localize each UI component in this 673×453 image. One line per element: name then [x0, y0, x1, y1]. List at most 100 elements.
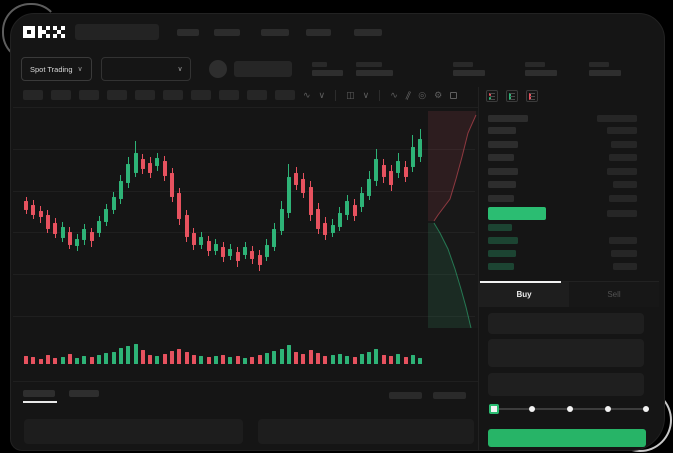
slider-handle[interactable]: [489, 404, 499, 414]
slider-stop[interactable]: [529, 406, 535, 412]
line: [530, 99, 535, 100]
bottom-panel-left[interactable]: [24, 419, 243, 444]
volume-bar: [352, 357, 357, 364]
bottom-panel-right[interactable]: [258, 419, 474, 444]
gridline: [13, 191, 475, 192]
candle: [257, 255, 262, 265]
volume-bar: [45, 355, 50, 364]
last-price-badge[interactable]: [488, 207, 546, 220]
orderbook-row: [479, 210, 659, 218]
settings-gear-icon[interactable]: ⚙: [434, 89, 443, 100]
book-bids-icon[interactable]: [506, 90, 518, 102]
nav-item[interactable]: [306, 28, 331, 36]
orderbook-row[interactable]: [479, 250, 659, 258]
candle: [82, 229, 87, 240]
toolbar-button[interactable]: [191, 90, 211, 100]
draw-lines-icon[interactable]: ∥: [404, 89, 413, 101]
orderbook-row[interactable]: [479, 263, 659, 271]
nav-item[interactable]: [261, 28, 289, 36]
toolbar-button[interactable]: [79, 90, 99, 100]
candle: [126, 164, 131, 183]
toolbar-button[interactable]: [51, 90, 71, 100]
candle: [206, 241, 211, 251]
slider-stop[interactable]: [643, 406, 649, 412]
tab-sell[interactable]: Sell: [569, 282, 659, 307]
toolbar-button[interactable]: [23, 90, 43, 100]
orderbook-row[interactable]: [479, 224, 659, 232]
market-type-selector[interactable]: Spot Trading ∨: [21, 57, 92, 81]
pair-selector-dropdown[interactable]: ∨: [100, 57, 191, 81]
nav-item[interactable]: [177, 28, 199, 36]
candle: [133, 153, 138, 173]
volume-bar: [359, 354, 364, 364]
candle: [272, 229, 277, 247]
slider-stop[interactable]: [605, 406, 611, 412]
divider: [478, 87, 479, 450]
price-placeholder: [488, 237, 518, 244]
fullscreen-icon[interactable]: [450, 91, 458, 99]
orderbook-row[interactable]: [479, 154, 659, 162]
amount-placeholder: [613, 263, 637, 270]
amount-slider[interactable]: [489, 403, 649, 415]
orderbook-row[interactable]: [479, 141, 659, 149]
trade-input-field[interactable]: [488, 313, 644, 334]
volume-bar: [301, 354, 306, 364]
toolbar-button[interactable]: [247, 90, 267, 100]
market-type-label: Spot Trading: [30, 64, 73, 74]
tab-buy[interactable]: Buy: [479, 282, 569, 307]
nav-search-placeholder[interactable]: [75, 24, 159, 40]
volume-bar: [31, 357, 36, 364]
toolbar-button[interactable]: [107, 90, 127, 100]
slider-stop[interactable]: [567, 406, 573, 412]
trade-input-field[interactable]: [488, 373, 644, 396]
bezel-arc-top-left: [2, 3, 60, 61]
volume-bar: [308, 350, 313, 364]
toolbar-button[interactable]: [163, 90, 183, 100]
line: [530, 96, 535, 97]
color-bar: [489, 97, 491, 100]
tab-sell-label: Sell: [607, 290, 621, 299]
nav-item[interactable]: [354, 28, 382, 36]
book-both-icon[interactable]: [486, 90, 498, 102]
nav-item[interactable]: [214, 28, 240, 36]
indicator-zigzag-icon[interactable]: ∿: [303, 89, 311, 100]
toolbar-button[interactable]: [219, 90, 239, 100]
volume-bar: [235, 356, 240, 364]
trade-tabbar: Buy Sell: [479, 281, 659, 307]
candle: [184, 215, 189, 237]
orderbook-row[interactable]: [479, 237, 659, 245]
volume-bar: [272, 351, 277, 364]
toolbar-button[interactable]: [135, 90, 155, 100]
buy-button[interactable]: [488, 429, 646, 447]
candle: [359, 193, 364, 207]
candle: [97, 221, 101, 233]
chevron-down-icon[interactable]: ∨: [318, 89, 326, 100]
camera-icon[interactable]: ◎: [418, 89, 427, 100]
price-placeholder: [488, 168, 518, 175]
volume-bar: [294, 352, 299, 364]
bottom-tab-active[interactable]: [23, 390, 55, 397]
orderbook-row[interactable]: [479, 168, 659, 176]
orderbook-row[interactable]: [479, 127, 659, 135]
bottom-stat: [433, 392, 466, 399]
orderbook-row[interactable]: [479, 181, 659, 189]
line-wave-icon[interactable]: ∿: [390, 89, 398, 100]
volume-bar: [228, 357, 233, 364]
volume-bar: [206, 357, 211, 364]
amount-placeholder: [609, 154, 637, 161]
toolbar-button[interactable]: [275, 90, 295, 100]
depth-overlay: [428, 111, 478, 329]
candle: [170, 173, 174, 197]
candle: [243, 247, 247, 255]
chevron-down-icon[interactable]: ∨: [362, 89, 370, 100]
bottom-tab[interactable]: [69, 390, 99, 397]
candle-style-icon[interactable]: ◫: [346, 89, 355, 100]
candle: [279, 209, 284, 231]
volume-bar: [243, 358, 247, 364]
orderbook-row[interactable]: [479, 195, 659, 203]
book-asks-icon[interactable]: [526, 90, 538, 102]
price-column-header: [488, 115, 528, 122]
okx-logo-icon[interactable]: [23, 26, 65, 38]
toolbar-separator: [379, 89, 381, 101]
trade-input-field[interactable]: [488, 339, 644, 367]
